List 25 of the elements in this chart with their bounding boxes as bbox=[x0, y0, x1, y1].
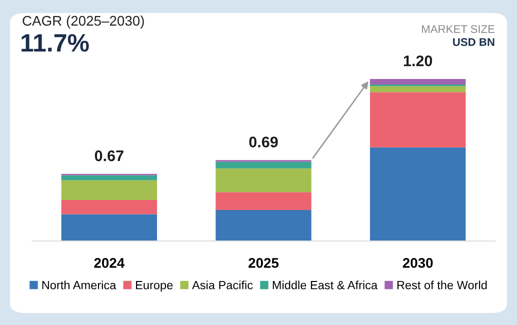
annotation: 0.69 bbox=[249, 136, 278, 148]
bar bbox=[370, 147, 466, 241]
legend-label: Rest of the World bbox=[397, 280, 487, 290]
text: 11.7% bbox=[22, 34, 89, 52]
bar bbox=[370, 92, 466, 148]
text: CAGR (2025–2030) bbox=[22, 16, 144, 28]
x-tick-label: 2025 bbox=[248, 258, 279, 268]
legend-label: Asia Pacific bbox=[192, 280, 253, 290]
bar bbox=[61, 200, 158, 214]
bar bbox=[216, 192, 312, 210]
bar bbox=[216, 162, 312, 168]
bar bbox=[61, 180, 158, 200]
legend-label: Europe bbox=[136, 281, 173, 292]
text: MARKET SIZE bbox=[422, 25, 495, 33]
annotation: 0.67 bbox=[94, 150, 124, 162]
x-tick-label: 2024 bbox=[94, 258, 125, 268]
annotation: 1.20 bbox=[404, 55, 432, 66]
bar bbox=[216, 210, 312, 241]
text: USD BN bbox=[453, 38, 494, 46]
legend-label: Middle East & Africa bbox=[272, 280, 378, 290]
x-tick-label: 2030 bbox=[402, 258, 433, 268]
legend-label: North America bbox=[42, 280, 116, 290]
bar bbox=[61, 175, 158, 180]
bar bbox=[216, 168, 312, 192]
bar bbox=[61, 214, 158, 241]
